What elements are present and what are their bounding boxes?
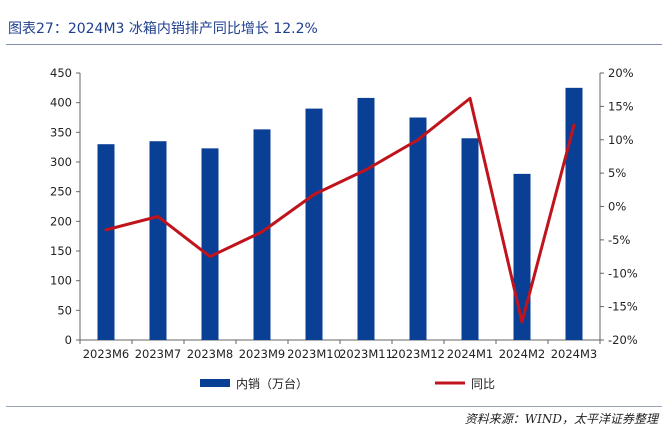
chart: 0 50 100 150 200 250 300 350 400 450 -20% -15% -10%…: [50, 66, 638, 391]
bar: [149, 141, 167, 340]
legend-swatch-bar: [200, 379, 230, 387]
right-tick-label: 15%: [608, 99, 634, 113]
line-series: [104, 96, 576, 324]
left-tick-label: 150: [50, 244, 72, 258]
title-divider: [6, 44, 662, 45]
x-tick-label: 2023M7: [135, 347, 182, 361]
x-tick-label: 2023M12: [391, 347, 445, 361]
right-tick-label: 20%: [608, 66, 634, 80]
bar: [253, 129, 271, 340]
legend: 内销（万台） 同比: [200, 376, 495, 391]
left-tick-label: 300: [50, 155, 72, 169]
left-tick-label: 100: [50, 274, 72, 288]
right-tick-label: 10%: [608, 133, 634, 147]
right-tick-label: 5%: [608, 166, 626, 180]
x-tick-label: 2024M1: [447, 347, 494, 361]
right-tick-label: 0%: [608, 200, 626, 214]
bar: [357, 97, 375, 340]
x-tick-label: 2023M11: [339, 347, 393, 361]
left-axis-ticks: 0 50 100 150 200 250 300 350 400 450: [50, 66, 80, 347]
x-tick-label: 2024M2: [499, 347, 546, 361]
left-tick-label: 50: [57, 303, 72, 317]
bar: [565, 87, 583, 340]
chart-title: 图表27：2024M3 冰箱内销排产同比增长 12.2%: [8, 21, 318, 37]
x-tick-label: 2023M6: [83, 347, 130, 361]
yoy-line: [104, 96, 576, 324]
x-tick-label: 2024M3: [551, 347, 598, 361]
x-tick-label: 2023M8: [187, 347, 234, 361]
footer-divider: [6, 406, 662, 407]
source-note: 资料来源：WIND，太平洋证券整理: [464, 412, 658, 426]
legend-label-bar: 内销（万台）: [236, 376, 308, 391]
left-tick-label: 0: [65, 333, 72, 347]
right-tick-label: -10%: [608, 266, 638, 280]
left-tick-label: 350: [50, 125, 72, 139]
left-tick-label: 250: [50, 185, 72, 199]
bar: [461, 138, 479, 340]
right-tick-label: -15%: [608, 300, 638, 314]
bar: [409, 117, 427, 340]
right-tick-label: -5%: [608, 233, 630, 247]
right-axis-ticks: -20% -15% -10% -5% 0% 5% 10% 15% 20%: [600, 66, 638, 347]
bar: [513, 173, 531, 340]
bar-series: [97, 87, 583, 340]
x-tick-label: 2023M10: [287, 347, 341, 361]
bar: [305, 108, 323, 340]
left-tick-label: 450: [50, 66, 72, 80]
x-tick-label: 2023M9: [239, 347, 286, 361]
left-tick-label: 400: [50, 96, 72, 110]
left-tick-label: 200: [50, 214, 72, 228]
legend-label-line: 同比: [471, 377, 495, 391]
bar: [201, 148, 219, 340]
right-tick-label: -20%: [608, 333, 638, 347]
x-axis-ticks: 2023M6 2023M7 2023M8 2023M9 2023M102023M1120…: [79, 340, 601, 361]
bar: [97, 144, 115, 340]
